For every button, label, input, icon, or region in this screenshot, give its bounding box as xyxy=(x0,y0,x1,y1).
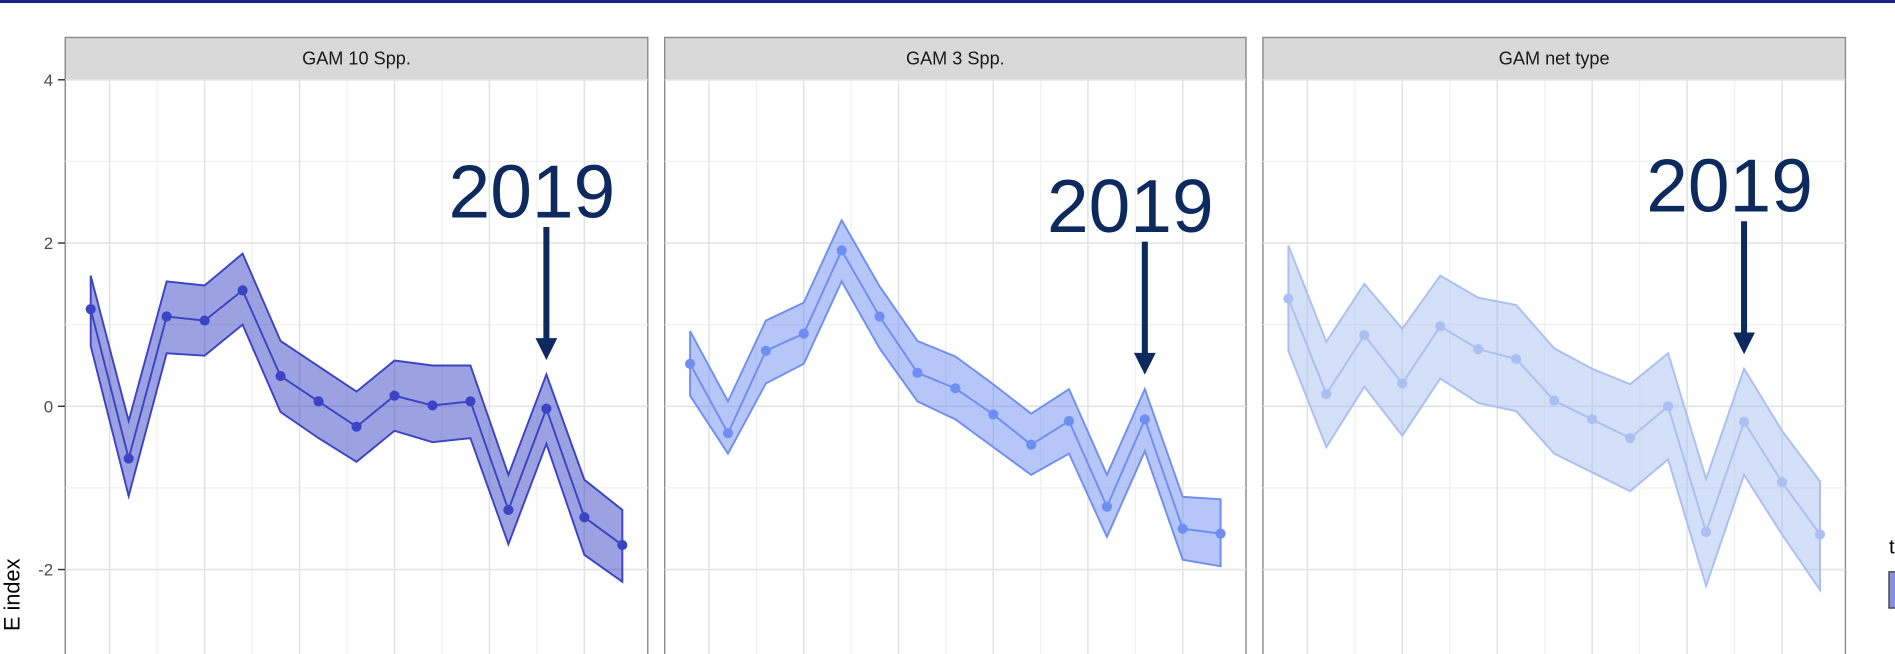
data-point xyxy=(722,428,734,439)
data-point xyxy=(760,345,771,356)
data-point xyxy=(161,311,172,322)
data-point xyxy=(199,315,210,326)
data-point xyxy=(1026,439,1037,450)
annotation-text: 2019 xyxy=(1646,144,1813,228)
data-point xyxy=(503,504,514,516)
data-point xyxy=(1215,528,1226,539)
data-point xyxy=(389,390,400,401)
data-point xyxy=(836,245,847,256)
y-tick-label: 2 xyxy=(44,234,53,253)
data-point xyxy=(1063,415,1075,427)
data-point xyxy=(465,396,476,407)
data-point xyxy=(1776,477,1788,488)
annotation-text: 2019 xyxy=(1047,164,1214,248)
legend-title: t xyxy=(1889,536,1895,559)
panel-title: GAM net type xyxy=(1499,49,1610,69)
data-point xyxy=(1139,414,1150,425)
data-point xyxy=(1473,344,1484,355)
annotation-arrow-head xyxy=(1133,352,1156,375)
data-point xyxy=(1435,321,1446,332)
data-point xyxy=(874,311,885,322)
data-point xyxy=(1101,501,1113,512)
annotation-text: 2019 xyxy=(449,149,616,233)
data-point xyxy=(1738,416,1750,427)
annotation-arrow-head xyxy=(535,338,558,360)
data-point xyxy=(1321,388,1332,400)
data-point xyxy=(1625,433,1636,444)
strip xyxy=(64,36,649,81)
data-point xyxy=(1587,414,1598,425)
y-tick-label: -2 xyxy=(38,561,53,580)
panel-title: GAM 3 Spp. xyxy=(906,49,1005,69)
data-point xyxy=(1549,395,1560,406)
top-border xyxy=(0,0,1895,4)
data-point xyxy=(1283,293,1294,304)
data-point xyxy=(1397,378,1408,389)
strip xyxy=(663,36,1247,81)
data-point xyxy=(1359,330,1370,341)
data-point xyxy=(1511,353,1522,365)
data-point xyxy=(1701,526,1712,538)
data-point xyxy=(617,539,628,551)
data-point xyxy=(988,409,999,420)
data-point xyxy=(1177,523,1188,534)
data-point xyxy=(123,453,134,464)
y-tick-label: 4 xyxy=(44,71,53,90)
data-point xyxy=(85,304,96,315)
data-point xyxy=(427,400,438,411)
panel-title: GAM 10 Spp. xyxy=(302,49,411,69)
data-point xyxy=(541,403,552,414)
y-tick-label: 0 xyxy=(44,397,53,416)
data-point xyxy=(1663,401,1674,412)
confidence-band xyxy=(89,252,624,584)
data-point xyxy=(351,421,362,432)
annotation-arrow-head xyxy=(1733,332,1755,355)
data-point xyxy=(912,367,923,378)
confidence-band xyxy=(1287,245,1821,594)
data-point xyxy=(579,512,590,523)
data-point xyxy=(275,371,286,382)
legend-key xyxy=(1888,571,1895,609)
data-point xyxy=(1814,529,1826,540)
y-axis-label: E index xyxy=(0,558,24,631)
data-point xyxy=(313,396,324,407)
data-point xyxy=(798,328,809,339)
data-point xyxy=(950,383,961,394)
data-point xyxy=(685,358,696,369)
data-point xyxy=(237,285,248,296)
